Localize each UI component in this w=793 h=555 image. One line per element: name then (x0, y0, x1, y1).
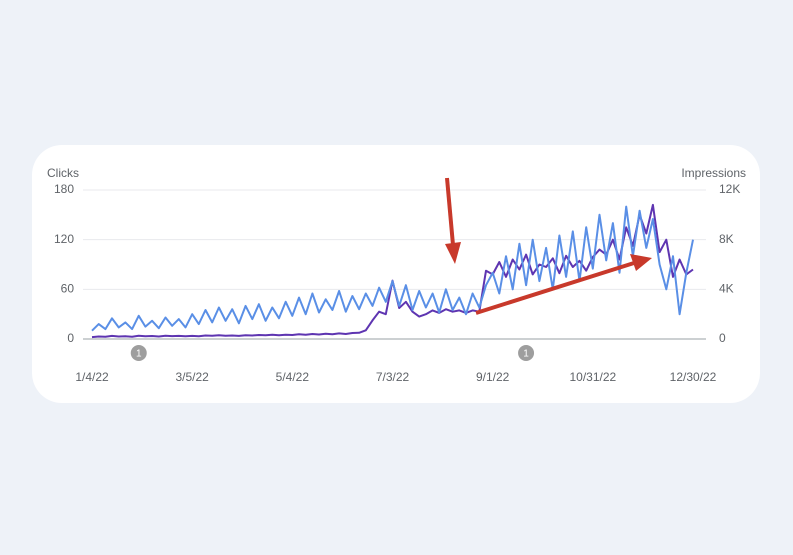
annotation-marker (130, 345, 147, 361)
y-tick-label: 180 (54, 182, 74, 196)
plot-area: 0 60 120 180 0 4K 8K 12K 1/4/22 3/5/22 5/4/22 7/3/2… (54, 182, 740, 384)
x-tick-label: 7/3/22 (376, 370, 410, 384)
arrow-shaft (445, 177, 455, 246)
annotation-marker (518, 345, 535, 361)
x-tick-label: 1/4/22 (75, 370, 109, 384)
arrows (445, 177, 652, 315)
y2-axis-title: Impressions (681, 166, 746, 180)
y-tick-label: 120 (54, 232, 74, 246)
y2-tick-label: 0 (719, 331, 726, 345)
y-axis-title: Clicks (47, 166, 79, 180)
card (32, 145, 760, 403)
x-tick-label: 3/5/22 (175, 370, 209, 384)
arrow-head (445, 242, 461, 264)
y-tick-label: 60 (61, 282, 75, 296)
annotation-label: 1 (136, 349, 142, 360)
x-tick-label: 9/1/22 (476, 370, 510, 384)
arrow-shaft (475, 261, 635, 315)
y2-tick-label: 12K (719, 182, 740, 196)
arrow-head (630, 254, 652, 271)
y2-tick-label: 4K (719, 282, 734, 296)
annotation-label: 1 (523, 349, 529, 360)
x-tick-label: 5/4/22 (276, 370, 310, 384)
y2-tick-label: 8K (719, 232, 734, 246)
y-tick-label: 0 (67, 331, 74, 345)
series-line (91, 205, 694, 332)
x-tick-label: 10/31/22 (569, 370, 616, 384)
x-tick-label: 12/30/22 (670, 370, 717, 384)
